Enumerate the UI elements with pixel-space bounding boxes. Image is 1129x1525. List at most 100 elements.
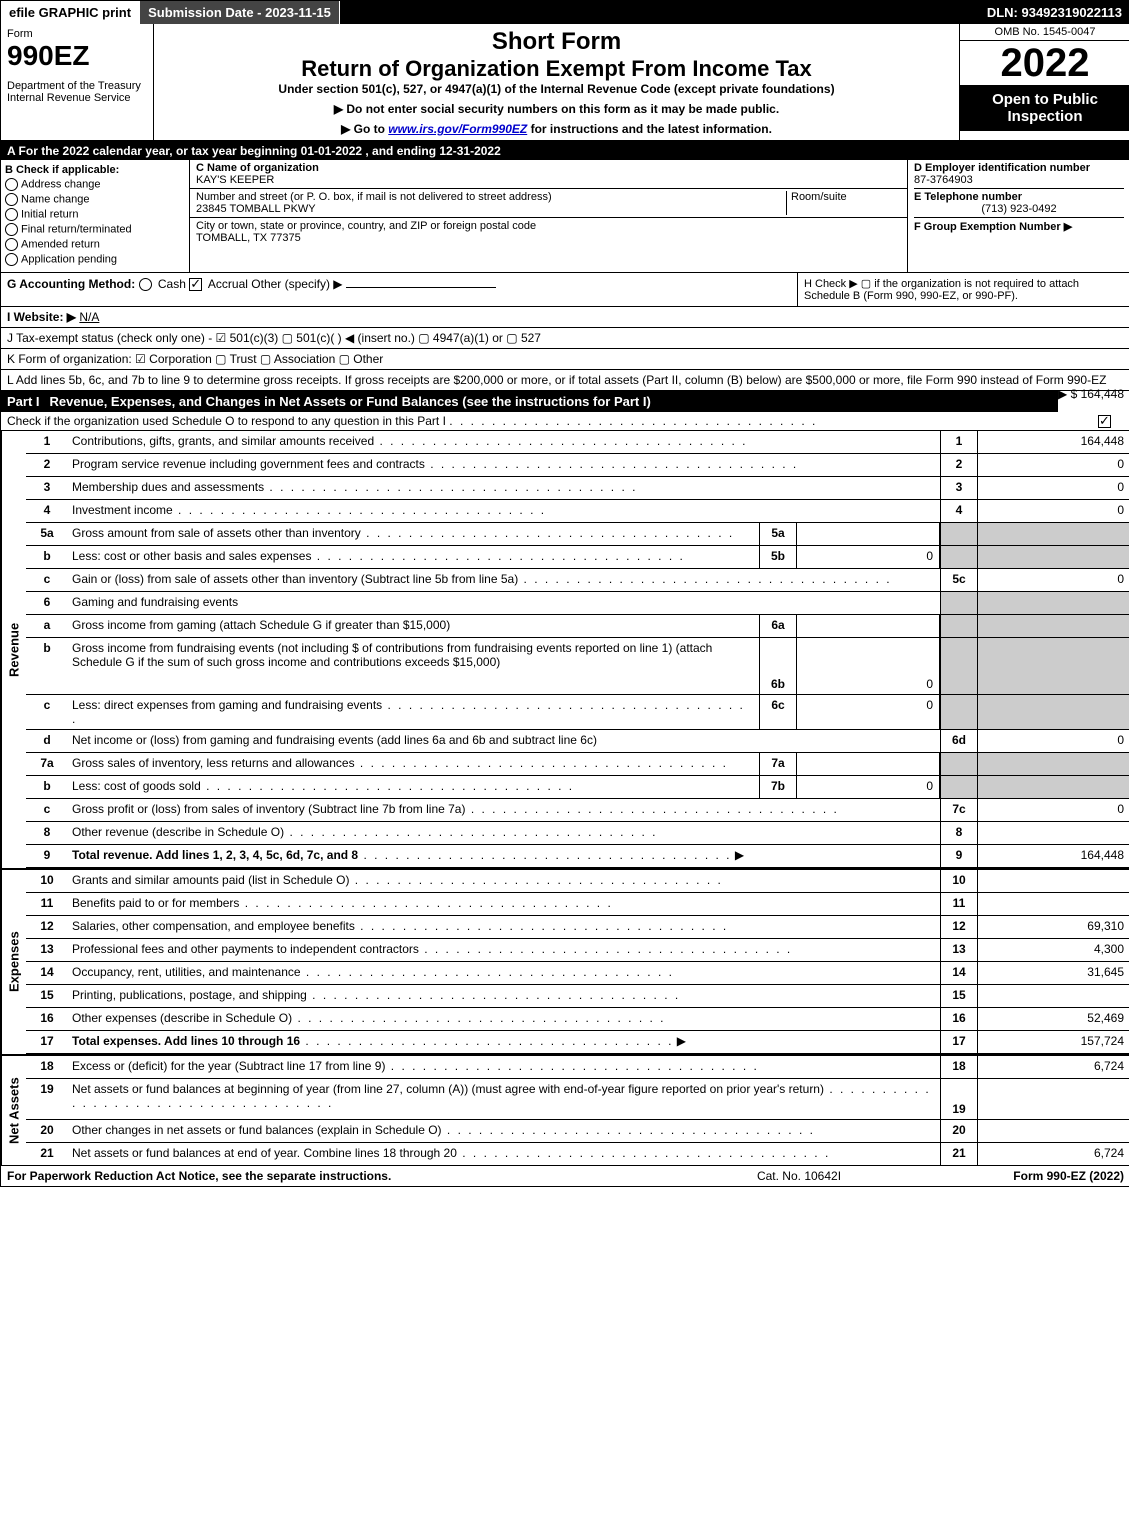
netassets-section: Net Assets 18Excess or (deficit) for the… [1, 1054, 1129, 1165]
room-lbl: Room/suite [791, 191, 847, 203]
line-21: 21Net assets or fund balances at end of … [26, 1143, 1129, 1165]
g-accrual-box[interactable] [189, 278, 202, 291]
line-8: 8Other revenue (describe in Schedule O)8 [26, 822, 1129, 845]
goto-rest: for instructions and the latest informat… [531, 122, 772, 136]
f-lbl: F Group Exemption Number ▶ [914, 220, 1124, 233]
line-5b: bLess: cost or other basis and sales exp… [26, 546, 1129, 569]
part1-header: Part I Revenue, Expenses, and Changes in… [1, 391, 1058, 412]
line-5c: cGain or (loss) from sale of assets othe… [26, 569, 1129, 592]
section-def: D Employer identification number 87-3764… [908, 160, 1129, 272]
section-k: K Form of organization: ☑ Corporation ▢ … [1, 349, 1129, 370]
d-lbl: D Employer identification number [914, 162, 1124, 174]
g-lbl: G Accounting Method: [7, 277, 135, 291]
goto-note: ▶ Go to www.irs.gov/Form990EZ for instru… [158, 122, 955, 136]
chk-address[interactable]: Address change [5, 178, 185, 191]
under-section: Under section 501(c), 527, or 4947(a)(1)… [158, 82, 955, 96]
part1-label: Part I [7, 394, 50, 409]
header-right: OMB No. 1545-0047 2022 Open to Public In… [959, 24, 1129, 140]
expenses-label: Expenses [1, 870, 26, 1054]
irs-link[interactable]: www.irs.gov/Form990EZ [388, 122, 527, 136]
form-container: efile GRAPHIC print Submission Date - 20… [0, 0, 1129, 1187]
line-1: 1Contributions, gifts, grants, and simil… [26, 431, 1129, 454]
bcd-row: B Check if applicable: Address change Na… [1, 160, 1129, 273]
line-18: 18Excess or (deficit) for the year (Subt… [26, 1056, 1129, 1079]
g-cash: Cash [158, 277, 186, 291]
header-center: Short Form Return of Organization Exempt… [154, 24, 959, 140]
chk-final[interactable]: Final return/terminated [5, 223, 185, 236]
chk-pending[interactable]: Application pending [5, 253, 185, 266]
section-h: H Check ▶ ▢ if the organization is not r… [797, 273, 1129, 306]
line-5a: 5aGross amount from sale of assets other… [26, 523, 1129, 546]
part1-sub-text: Check if the organization used Schedule … [7, 414, 446, 428]
city-lbl: City or town, state or province, country… [196, 220, 536, 232]
form-header: Form 990EZ Department of the Treasury In… [1, 24, 1129, 142]
revenue-label: Revenue [1, 431, 26, 868]
line-6b: bGross income from fundraising events (n… [26, 638, 1129, 695]
c-city: City or town, state or province, country… [190, 218, 907, 246]
ein-val: 87-3764903 [914, 174, 1124, 186]
g-cash-box[interactable] [139, 278, 152, 291]
line-6d: dNet income or (loss) from gaming and fu… [26, 730, 1129, 753]
footer-right: Form 990-EZ (2022) [924, 1169, 1124, 1183]
b-header: B Check if applicable: [5, 164, 185, 176]
footer-center: Cat. No. 10642I [674, 1169, 924, 1183]
gh-row: G Accounting Method: Cash Accrual Other … [1, 273, 1129, 307]
form-number: 990EZ [7, 40, 147, 72]
line-4: 4Investment income40 [26, 500, 1129, 523]
section-l: L Add lines 5b, 6c, and 7b to line 9 to … [1, 370, 1129, 391]
top-bar: efile GRAPHIC print Submission Date - 20… [1, 1, 1129, 24]
line-7c: cGross profit or (loss) from sales of in… [26, 799, 1129, 822]
street-lbl: Number and street (or P. O. box, if mail… [196, 191, 552, 203]
chk-amended[interactable]: Amended return [5, 238, 185, 251]
submission-date: Submission Date - 2023-11-15 [140, 1, 340, 24]
e-lbl: E Telephone number [914, 191, 1124, 203]
netassets-label: Net Assets [1, 1056, 26, 1165]
expenses-section: Expenses 10Grants and similar amounts pa… [1, 868, 1129, 1054]
omb-number: OMB No. 1545-0047 [960, 24, 1129, 41]
line-6c: cLess: direct expenses from gaming and f… [26, 695, 1129, 730]
part1-title: Revenue, Expenses, and Changes in Net As… [50, 394, 1053, 409]
line-3: 3Membership dues and assessments30 [26, 477, 1129, 500]
section-j: J Tax-exempt status (check only one) - ☑… [1, 328, 1129, 349]
revenue-section: Revenue 1Contributions, gifts, grants, a… [1, 431, 1129, 868]
line-15: 15Printing, publications, postage, and s… [26, 985, 1129, 1008]
city-val: TOMBALL, TX 77375 [196, 232, 301, 244]
header-left: Form 990EZ Department of the Treasury In… [1, 24, 154, 140]
section-i: I Website: ▶ N/A [1, 307, 1129, 328]
dln: DLN: 93492319022113 [979, 1, 1129, 24]
efile-print[interactable]: efile GRAPHIC print [1, 1, 140, 24]
line-6a: aGross income from gaming (attach Schedu… [26, 615, 1129, 638]
g-accrual: Accrual [208, 277, 248, 291]
line-7a: 7aGross sales of inventory, less returns… [26, 753, 1129, 776]
ssn-note: ▶ Do not enter social security numbers o… [158, 102, 955, 116]
goto-text: ▶ Go to [341, 122, 388, 136]
line-13: 13Professional fees and other payments t… [26, 939, 1129, 962]
c-name-lbl: C Name of organization [196, 162, 319, 174]
i-lbl: I Website: ▶ [7, 310, 76, 324]
line-7b: bLess: cost of goods sold7b0 [26, 776, 1129, 799]
top-spacer [340, 1, 979, 24]
line-17: 17Total expenses. Add lines 10 through 1… [26, 1031, 1129, 1054]
line-12: 12Salaries, other compensation, and empl… [26, 916, 1129, 939]
line-20: 20Other changes in net assets or fund ba… [26, 1120, 1129, 1143]
line-19: 19Net assets or fund balances at beginni… [26, 1079, 1129, 1120]
line-10: 10Grants and similar amounts paid (list … [26, 870, 1129, 893]
chk-name[interactable]: Name change [5, 193, 185, 206]
g-other: Other (specify) ▶ [251, 277, 342, 291]
street-val: 23845 TOMBALL PKWY [196, 203, 316, 215]
section-b: B Check if applicable: Address change Na… [1, 160, 190, 272]
footer-left: For Paperwork Reduction Act Notice, see … [7, 1169, 674, 1183]
chk-initial[interactable]: Initial return [5, 208, 185, 221]
c-street-row: Number and street (or P. O. box, if mail… [190, 189, 907, 218]
short-form: Short Form [158, 28, 955, 56]
section-g: G Accounting Method: Cash Accrual Other … [1, 273, 797, 306]
line-14: 14Occupancy, rent, utilities, and mainte… [26, 962, 1129, 985]
page-footer: For Paperwork Reduction Act Notice, see … [1, 1165, 1129, 1186]
part1-schedo-check[interactable] [1098, 415, 1111, 428]
line-2: 2Program service revenue including gover… [26, 454, 1129, 477]
line-16: 16Other expenses (describe in Schedule O… [26, 1008, 1129, 1031]
l-amt: ▶ $ 164,448 [1058, 387, 1124, 401]
website-val: N/A [79, 310, 99, 324]
c-name: C Name of organization KAY'S KEEPER [190, 160, 907, 189]
line-6: 6Gaming and fundraising events [26, 592, 1129, 615]
